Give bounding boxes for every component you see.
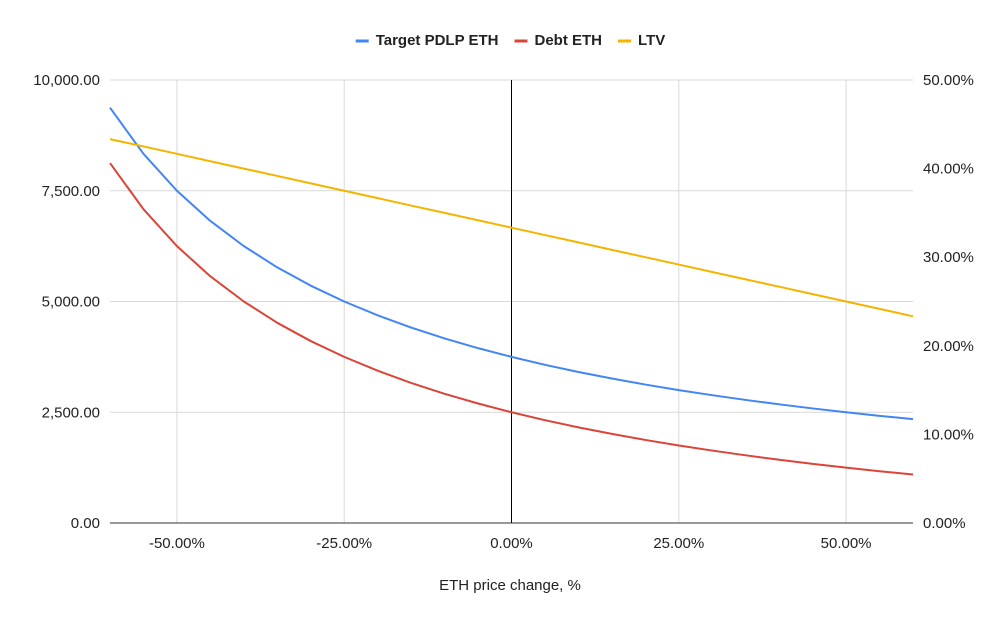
- legend[interactable]: Target PDLP ETH Debt ETH LTV: [355, 32, 666, 49]
- x-tick-label: -50.00%: [149, 535, 205, 552]
- y2-tick-label: 40.00%: [923, 161, 974, 178]
- y-tick-label: 5,000.00: [42, 294, 100, 311]
- y-tick-label: 7,500.00: [42, 183, 100, 200]
- y2-tick-label: 30.00%: [923, 249, 974, 266]
- legend-label: LTV: [638, 32, 665, 49]
- series-line-debt-eth[interactable]: [109, 162, 914, 476]
- x-tick-label: 50.00%: [821, 535, 872, 552]
- legend-item[interactable]: Target PDLP ETH: [355, 32, 499, 49]
- y2-tick-label: 0.00%: [923, 515, 966, 532]
- legend-item[interactable]: LTV: [618, 32, 665, 49]
- axes: 0.00 2,500.00 5,000.00 7,500.00 10,000.00 0.0…: [33, 72, 974, 552]
- legend-item[interactable]: Debt ETH: [514, 32, 603, 49]
- x-axis-title: ETH price change, %: [439, 577, 581, 594]
- series-line-ltv[interactable]: [109, 138, 914, 318]
- y-tick-label: 2,500.00: [42, 404, 100, 421]
- x-tick-label: 0.00%: [490, 535, 533, 552]
- series-lines: [109, 107, 914, 476]
- legend-label: Debt ETH: [535, 32, 603, 49]
- y-tick-label: 10,000.00: [33, 72, 100, 89]
- y-tick-label: 0.00: [71, 515, 100, 532]
- y2-tick-label: 10.00%: [923, 426, 974, 443]
- y2-tick-label: 50.00%: [923, 72, 974, 89]
- x-tick-label: 25.00%: [653, 535, 704, 552]
- grid: [110, 79, 913, 523]
- series-line-target-pdlp-eth[interactable]: [109, 107, 914, 421]
- y2-tick-label: 20.00%: [923, 338, 974, 355]
- legend-label: Target PDLP ETH: [376, 32, 499, 49]
- x-tick-label: -25.00%: [316, 535, 372, 552]
